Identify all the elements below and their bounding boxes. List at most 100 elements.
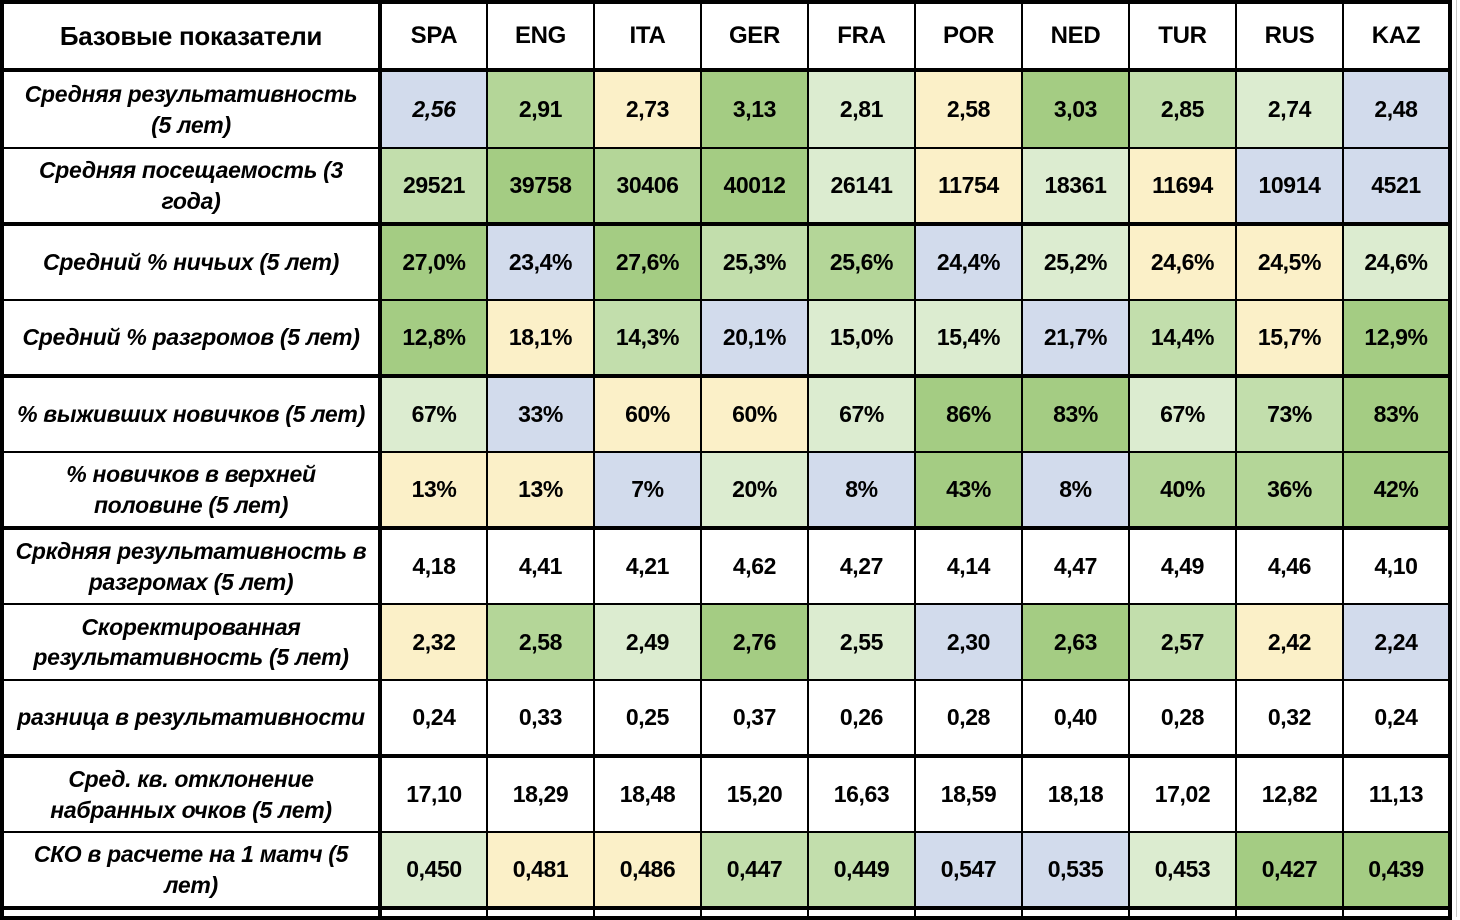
stat-cell: 67%	[1128, 375, 1237, 453]
stat-cell: 36%	[1235, 451, 1344, 530]
stat-cell: 39758	[486, 147, 595, 226]
stat-cell: 13%	[379, 451, 488, 530]
stat-cell: 0,427	[1235, 831, 1344, 910]
stat-cell: 23,4%	[486, 223, 595, 301]
stat-cell: 42%	[1342, 451, 1451, 530]
stat-cell: 2,30	[914, 603, 1023, 681]
stat-cell: 24,6%	[1342, 223, 1451, 301]
stat-cell: 0,481	[486, 831, 595, 910]
stat-cell: 4,27	[807, 527, 916, 605]
stat-cell: 33%	[486, 375, 595, 453]
stat-cell: 3,03	[1021, 69, 1130, 149]
table-row: Средняя посещаемость (3 года) 29521 39758 3…	[1, 147, 1451, 226]
stat-cell: 15,0%	[807, 299, 916, 378]
stat-cell: 0,547	[914, 831, 1023, 910]
stat-cell: 12,8%	[379, 299, 488, 378]
stat-cell: 0,28	[914, 679, 1023, 758]
stat-cell: 0,449	[807, 831, 916, 910]
stat-cell: 2,24	[1342, 603, 1451, 681]
stat-cell: 2,58	[486, 603, 595, 681]
row-label: разница в результативности	[1, 679, 382, 758]
stat-cell: 14,3%	[593, 299, 702, 378]
stat-cell: 40%	[1128, 451, 1237, 530]
stat-cell: 13%	[486, 451, 595, 530]
column-header-por: POR	[914, 1, 1023, 72]
column-header-ita: ITA	[593, 1, 702, 72]
stat-cell: 18361	[1021, 147, 1130, 226]
stat-cell: 2,85	[1128, 69, 1237, 149]
column-header-kaz: KAZ	[1342, 1, 1451, 72]
stat-cell: 60%	[700, 375, 809, 453]
table-row: % новичков в верхней половине (5 лет) 13%…	[1, 451, 1451, 530]
stat-cell: 73%	[1235, 375, 1344, 453]
row-label: % новичков в верхней половине (5 лет)	[1, 451, 382, 530]
stat-cell: 0,32	[1235, 679, 1344, 758]
row-label: Сред. кв. отклонение набранных очков (5 …	[1, 755, 382, 833]
stat-cell: 4,10	[1342, 527, 1451, 605]
stat-cell: 18,18	[1021, 755, 1130, 833]
stat-cell: 0,24	[379, 679, 488, 758]
stat-cell: 0,486	[593, 831, 702, 910]
stat-cell: 2,74	[1235, 69, 1344, 149]
table-row: Средняя результативность (5 лет) 2,56 2,91…	[1, 69, 1451, 149]
stat-cell: 2,56	[379, 69, 488, 149]
stat-cell: 2,58	[914, 69, 1023, 149]
stat-cell: 67%	[807, 375, 916, 453]
stat-cell: 83%	[1342, 375, 1451, 453]
stat-cell: 8%	[807, 451, 916, 530]
stat-cell: 2,76	[700, 603, 809, 681]
stat-cell: 29521	[379, 147, 488, 226]
stat-cell: 43%	[914, 451, 1023, 530]
stat-cell: 4,14	[914, 527, 1023, 605]
stat-cell: 2,49	[593, 603, 702, 681]
stat-cell: 15,7%	[1235, 299, 1344, 378]
stat-cell: 24,4%	[914, 223, 1023, 301]
table-row: Скоректированная результативность (5 лет…	[1, 603, 1451, 681]
stat-cell: 18,59	[914, 755, 1023, 833]
stat-cell: 2,55	[807, 603, 916, 681]
stat-cell: 21,7%	[1021, 299, 1130, 378]
stat-cell: 2,42	[1235, 603, 1344, 681]
stat-cell: 60%	[593, 375, 702, 453]
stat-cell: 8%	[1021, 451, 1130, 530]
stat-cell: 25,2%	[1021, 223, 1130, 301]
stat-cell: 0,24	[1342, 679, 1451, 758]
stat-cell: 0,535	[1021, 831, 1130, 910]
stat-cell: 26141	[807, 147, 916, 226]
table-row: СКО в расчете на 1 матч (5 лет) 0,450 0,48…	[1, 831, 1451, 910]
row-label: Средняя посещаемость (3 года)	[1, 147, 382, 226]
stat-cell: 7%	[593, 451, 702, 530]
stat-cell: 11694	[1128, 147, 1237, 226]
stat-cell: 24,5%	[1235, 223, 1344, 301]
stat-cell: 25,6%	[807, 223, 916, 301]
row-label: % выживших новичков (5 лет)	[1, 375, 382, 453]
stat-cell: 2,63	[1021, 603, 1130, 681]
stat-cell: 3,13	[700, 69, 809, 149]
stat-cell: 2,32	[379, 603, 488, 681]
stat-cell: 17,10	[379, 755, 488, 833]
stat-cell: 0,37	[700, 679, 809, 758]
stat-cell: 30406	[593, 147, 702, 226]
stat-cell: 25,3%	[700, 223, 809, 301]
stat-cell: 12,82	[1235, 755, 1344, 833]
stat-cell: 0,33	[486, 679, 595, 758]
row-label: СКО в расчете на 1 матч (5 лет)	[1, 831, 382, 910]
column-header-spa: SPA	[379, 1, 488, 72]
stat-cell: 18,1%	[486, 299, 595, 378]
column-header-eng: ENG	[486, 1, 595, 72]
stat-cell: 4,21	[593, 527, 702, 605]
table-row: разница в результативности 0,24 0,33 0,25 0,…	[1, 679, 1451, 758]
stat-cell: 0,447	[700, 831, 809, 910]
stat-cell: 12,9%	[1342, 299, 1451, 378]
stat-cell: 16,63	[807, 755, 916, 833]
stat-cell: 0,450	[379, 831, 488, 910]
stat-cell: 11,13	[1342, 755, 1451, 833]
stat-cell: 24,6%	[1128, 223, 1237, 301]
row-label: Средний % ничьих (5 лет)	[1, 223, 382, 301]
stat-cell: 0,40	[1021, 679, 1130, 758]
stat-cell: 0,28	[1128, 679, 1237, 758]
stat-cell: 4,41	[486, 527, 595, 605]
stat-cell: 2,48	[1342, 69, 1451, 149]
column-header-rus: RUS	[1235, 1, 1344, 72]
stat-cell: 83%	[1021, 375, 1130, 453]
